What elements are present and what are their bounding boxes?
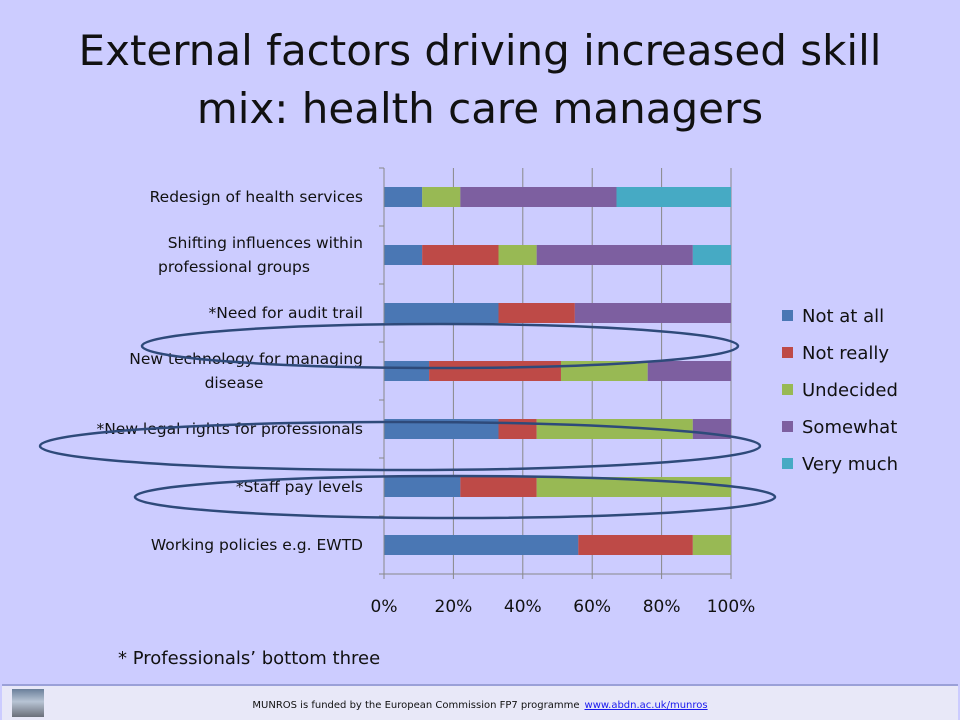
x-tick-label: 80% xyxy=(643,597,681,617)
legend-label: Somewhat xyxy=(802,417,897,438)
bar-segment-somewhat xyxy=(574,303,731,323)
legend-swatch xyxy=(782,347,793,358)
highlight-ellipse xyxy=(140,322,740,370)
x-tick-label: 60% xyxy=(573,597,611,617)
category-label: *Need for audit trail xyxy=(209,304,363,322)
bar-segment-not-really xyxy=(429,361,561,381)
footnote: * Professionals’ bottom three xyxy=(118,648,381,669)
category-label: disease xyxy=(205,374,264,392)
legend-swatch xyxy=(782,310,793,321)
legend-label: Very much xyxy=(802,454,898,475)
category-label: *Staff pay levels xyxy=(236,478,363,496)
munros-logo xyxy=(12,689,44,717)
bar-segment-not-really xyxy=(422,245,499,265)
x-tick-label: 20% xyxy=(435,597,473,617)
legend-swatch xyxy=(782,384,793,395)
footer-link[interactable]: www.abdn.ac.uk/munros xyxy=(584,700,708,711)
bar-segment-very-much xyxy=(616,187,731,207)
bar-segment-not-at-all xyxy=(384,245,423,265)
legend-label: Not really xyxy=(802,343,889,364)
category-label: New technology for managing xyxy=(129,350,363,368)
bar-segment-not-really xyxy=(578,535,693,555)
bar-segment-somewhat xyxy=(536,245,693,265)
bar-segment-somewhat xyxy=(460,187,617,207)
x-tick-label: 0% xyxy=(371,597,398,617)
stacked-bar-chart: 0% 20% 40% 60% 80% 100% Working policies e.g. … xyxy=(38,167,898,617)
bar-segment-not-at-all xyxy=(384,535,579,555)
legend-swatch xyxy=(782,421,793,432)
bar-segment-undecided xyxy=(422,187,461,207)
legend-swatch xyxy=(782,458,793,469)
bar-segment-not-at-all xyxy=(384,187,423,207)
title-line-1: External factors driving increased skill xyxy=(78,26,882,75)
legend-label: Not at all xyxy=(802,306,884,327)
category-label: Redesign of health services xyxy=(150,188,363,206)
bar-segment-not-at-all xyxy=(384,419,499,439)
bar-segment-not-at-all xyxy=(384,477,461,497)
slide-title: External factors driving increased skill… xyxy=(0,22,960,138)
bar-segment-not-really xyxy=(498,303,575,323)
category-label: *New legal rights for professionals xyxy=(96,420,363,438)
category-label: Shifting influences within xyxy=(168,234,363,252)
footer-funding-text: MUNROS is funded by the European Commiss… xyxy=(252,700,580,711)
bar-segment-not-at-all xyxy=(384,361,430,381)
footer-text: MUNROS is funded by the European Commiss… xyxy=(2,700,958,711)
title-line-2: mix: health care managers xyxy=(196,84,764,133)
category-label: professional groups xyxy=(158,258,310,276)
highlight-ellipse xyxy=(38,420,762,472)
bar-segment-somewhat xyxy=(647,361,731,381)
bar-segment-not-at-all xyxy=(384,303,499,323)
bar-segment-undecided xyxy=(692,535,731,555)
x-tick-label: 100% xyxy=(707,597,756,617)
category-label: Working policies e.g. EWTD xyxy=(151,536,363,554)
x-tick-label: 40% xyxy=(504,597,542,617)
highlight-ellipse xyxy=(133,474,777,520)
bar-segment-undecided xyxy=(498,245,537,265)
footer-bar: MUNROS is funded by the European Commiss… xyxy=(2,684,958,720)
bar-segment-very-much xyxy=(692,245,731,265)
bar-segment-not-really xyxy=(460,477,537,497)
legend-label: Undecided xyxy=(802,380,898,401)
